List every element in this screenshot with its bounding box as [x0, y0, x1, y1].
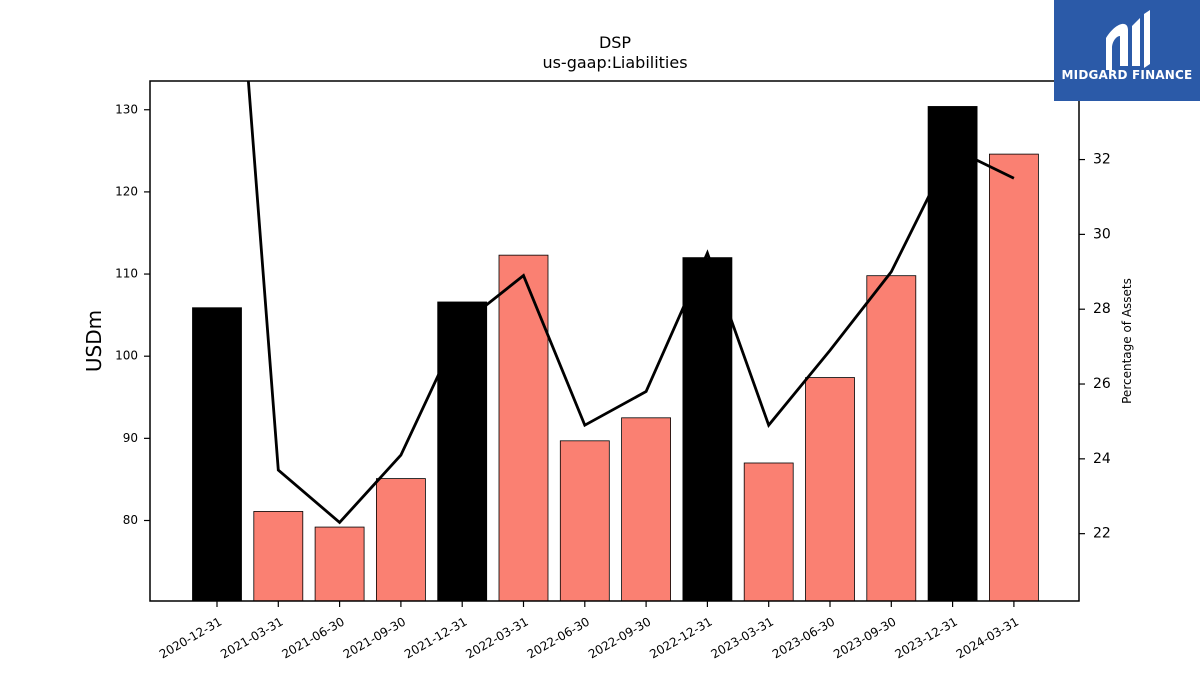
- x-tick-label: 2023-06-30: [770, 615, 837, 662]
- bar-2021-09-30: [375, 478, 426, 601]
- x-tick-label: 2022-06-30: [525, 615, 592, 662]
- plot-frame: [149, 80, 1080, 602]
- y2-tick-label: 26: [1093, 376, 1111, 392]
- bar-2021-03-31: [253, 511, 304, 601]
- y-tick-label: 90: [123, 431, 138, 445]
- x-tick-label: 2023-09-30: [831, 615, 898, 662]
- bar-2021-06-30: [314, 526, 365, 601]
- y2-tick-label: 24: [1093, 451, 1111, 467]
- x-tick-label: 2021-03-31: [218, 615, 285, 662]
- x-axis: 2020-12-312021-03-312021-06-302021-09-30…: [157, 601, 1021, 662]
- x-tick-label: 2021-09-30: [341, 615, 408, 662]
- x-tick-label: 2020-12-31: [157, 615, 224, 662]
- bar-2022-06-30: [559, 440, 610, 601]
- y-tick-label: 130: [115, 102, 138, 116]
- logo-mark-icon: [1106, 10, 1150, 70]
- y2-tick-label: 28: [1093, 301, 1111, 317]
- y2-tick-label: 30: [1093, 226, 1111, 242]
- x-tick-label: 2024-03-31: [954, 615, 1021, 662]
- bar-2024-03-31: [989, 153, 1039, 601]
- bar-2020-12-31: [192, 307, 242, 601]
- y2-tick-label: 32: [1093, 152, 1111, 168]
- x-tick-label: 2023-12-31: [892, 615, 959, 662]
- bar-2023-09-30: [866, 275, 917, 601]
- y-axis-left: 80 90 100 110 120 130: [115, 102, 150, 527]
- bar-2022-03-31: [498, 254, 549, 601]
- bar-2023-06-30: [805, 377, 855, 601]
- bar-2022-12-31: [682, 257, 733, 601]
- x-tick-label: 2021-12-31: [402, 615, 469, 662]
- x-tick-label: 2022-12-31: [647, 615, 714, 662]
- y-axis-label: USDm: [82, 310, 106, 372]
- chart-subtitle: us-gaap:Liabilities: [542, 53, 687, 72]
- y-tick-label: 80: [123, 513, 138, 527]
- line-group: [246, 81, 1015, 525]
- y-tick-label: 110: [115, 267, 138, 281]
- y-tick-label: 120: [115, 184, 138, 198]
- logo-text: MIDGARD FINANCE: [1061, 68, 1193, 82]
- bars-group: [192, 106, 1039, 601]
- x-tick-label: 2023-03-31: [709, 615, 776, 662]
- bar-2023-12-31: [927, 106, 978, 601]
- y-tick-label: 100: [115, 349, 138, 363]
- bar-2021-12-31: [437, 301, 488, 601]
- brand-logo: MIDGARD FINANCE: [1054, 0, 1200, 101]
- y2-tick-label: 22: [1093, 526, 1111, 542]
- y-axis-right: 22 24 26 28 30 32: [1079, 152, 1111, 542]
- x-tick-label: 2022-09-30: [586, 615, 653, 662]
- bar-2022-09-30: [621, 417, 671, 601]
- chart-title: DSP: [599, 33, 631, 52]
- x-tick-label: 2021-06-30: [279, 615, 346, 662]
- y2-axis-label: Percentage of Assets: [1120, 278, 1134, 404]
- x-tick-label: 2022-03-31: [463, 615, 530, 662]
- line-series-percentage-of-assets: [246, 81, 1015, 525]
- bar-2023-03-31: [743, 462, 794, 601]
